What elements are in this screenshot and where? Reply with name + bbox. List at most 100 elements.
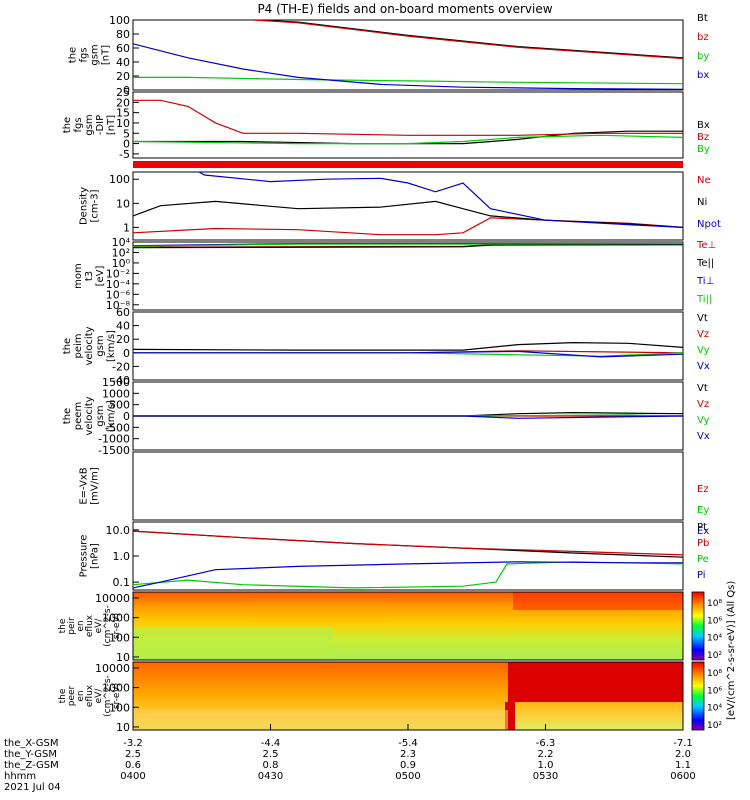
y-axis-label: E=-VxB bbox=[79, 467, 90, 504]
series-line-Pe bbox=[132, 561, 684, 589]
y-tick-label: -1000 bbox=[98, 433, 130, 446]
colorbar-tick-label: 10⁸ bbox=[707, 599, 722, 609]
y-axis-label: [cm-3] bbox=[90, 189, 101, 222]
y-axis-label: [nT] bbox=[101, 45, 112, 65]
x-axis-labels: the_X-GSM the_Y-GSM the_Z-GSM hhmm 2021 … bbox=[4, 724, 696, 793]
y-axis-label: eflux bbox=[85, 684, 95, 707]
panel-pressure: 10.0 1.0 0.1 Pressure [nPa] Pt Pb Pe Pi bbox=[79, 521, 709, 591]
y-tick-label: 60 bbox=[116, 42, 130, 55]
legend-Ti⊥: Ti⊥ bbox=[696, 276, 714, 287]
x-tick-label: 1.1 bbox=[675, 760, 691, 771]
legend-Pe: Pe bbox=[697, 554, 709, 565]
legend-Vz: Vz bbox=[697, 329, 709, 340]
colorbar-tick-label: 10⁴ bbox=[707, 634, 722, 644]
x-tick-label: 2.3 bbox=[400, 749, 416, 760]
legend-Bx: Bx bbox=[697, 120, 710, 131]
y-axis-label: the bbox=[58, 618, 68, 633]
y-tick-label: 1.0 bbox=[113, 550, 131, 563]
y-axis-label: the bbox=[62, 408, 73, 424]
x-tick-label: -4.4 bbox=[261, 738, 281, 749]
y-axis-label: eflux bbox=[85, 614, 95, 637]
y-axis-label: eV/ bbox=[94, 618, 104, 634]
y-tick-label: 10 bbox=[116, 721, 130, 734]
x-row-label: the_Z-GSM bbox=[4, 760, 59, 771]
y-axis-label: [nT] bbox=[106, 115, 117, 135]
panel-frame bbox=[132, 91, 684, 159]
y-tick-label: 1500 bbox=[102, 376, 130, 389]
y-axis-label: [mV/m] bbox=[90, 467, 101, 505]
panel-density: 100 10 1 Density [cm-3] Ne Ni Npot bbox=[79, 171, 721, 241]
panel-peir-en-eflux: 10⁸ 10⁶ 10⁴ 10² [eV/(cm^2-s-sr-eV)] (All Qs)… bbox=[58, 581, 737, 720]
y-tick-label: 20 bbox=[116, 96, 130, 109]
y-axis-label: peir bbox=[67, 617, 77, 635]
legend-Pt: Pt bbox=[697, 522, 707, 533]
y-tick-label: 5 bbox=[123, 127, 130, 140]
legend-Vt: Vt bbox=[697, 313, 708, 324]
y-tick-label: 0 bbox=[123, 347, 130, 360]
series-line-Vx bbox=[133, 415, 684, 419]
y-axis-label: the bbox=[58, 688, 68, 703]
y-axis-label: peim bbox=[73, 333, 84, 358]
legend-Ey: Ey bbox=[697, 505, 709, 516]
x-tick-label: 2.2 bbox=[538, 749, 554, 760]
x-tick-label: 1.0 bbox=[538, 760, 554, 771]
spectrogram-band bbox=[505, 702, 515, 730]
colorbar bbox=[691, 661, 705, 731]
series-line-Pt bbox=[132, 530, 684, 558]
y-axis-label: t3 bbox=[84, 271, 95, 281]
series-line-By bbox=[132, 134, 684, 145]
series-line-Ne bbox=[132, 217, 684, 236]
legend-By: By bbox=[697, 144, 710, 155]
series-line-Npot bbox=[198, 171, 684, 228]
y-axis-label: velocity bbox=[84, 396, 95, 435]
y-axis-label: eV/ bbox=[94, 688, 104, 704]
y-tick-label: 10⁴ bbox=[112, 236, 131, 249]
y-tick-label: 10000 bbox=[95, 662, 130, 675]
y-tick-label: 1000 bbox=[102, 682, 130, 695]
panel-frame bbox=[132, 171, 684, 241]
colorbar bbox=[691, 591, 705, 661]
y-axis-label: [eV] bbox=[95, 266, 106, 287]
y-axis-label: peer bbox=[67, 685, 77, 706]
y-tick-label: 1000 bbox=[102, 612, 130, 625]
y-tick-label: 40 bbox=[116, 320, 130, 333]
y-axis-label: [km/s] bbox=[106, 330, 117, 362]
y-tick-label: 20 bbox=[116, 70, 130, 83]
y-tick-label: 10 bbox=[116, 117, 130, 130]
x-tick-label: -6.3 bbox=[536, 738, 556, 749]
series-line-Pb bbox=[132, 530, 684, 556]
legend-Ez: Ez bbox=[697, 484, 709, 495]
y-tick-label: -1500 bbox=[98, 444, 130, 457]
y-tick-label: 100 bbox=[109, 701, 130, 714]
series-line-by bbox=[133, 76, 684, 85]
panel-peer-en-eflux: 10⁸ 10⁶ 10⁴ 10² 10000 1000 100 10 the peer en eflux… bbox=[58, 661, 722, 734]
panel-frame bbox=[132, 591, 684, 661]
y-axis-label: gsm bbox=[95, 405, 106, 426]
y-tick-label: 10⁻⁴ bbox=[106, 278, 131, 291]
x-row-label: the_Y-GSM bbox=[4, 749, 57, 760]
figure-title: P4 (TH-E) fields and on-board moments ov… bbox=[257, 2, 552, 16]
y-axis-label: the bbox=[62, 338, 73, 354]
colorbar-tick-label: 10² bbox=[707, 721, 722, 731]
y-axis-label: peem bbox=[73, 402, 84, 430]
y-tick-label: -20 bbox=[112, 360, 130, 373]
colorbar-tick-label: 10⁸ bbox=[707, 669, 722, 679]
y-axis-label: Pressure bbox=[79, 535, 90, 578]
series-line-Bx bbox=[133, 130, 683, 145]
date-label: 2021 Jul 04 bbox=[4, 782, 61, 793]
y-tick-label: 10⁻² bbox=[106, 267, 130, 280]
legend-Vy: Vy bbox=[697, 415, 710, 426]
series-line-Ti|| bbox=[132, 243, 684, 247]
panel-frame bbox=[132, 451, 684, 521]
y-tick-label: 100 bbox=[109, 14, 130, 27]
legend-Ex: Ex bbox=[697, 526, 709, 537]
y-axis-label: mom bbox=[73, 263, 84, 289]
legend-Vx: Vx bbox=[697, 431, 710, 442]
y-tick-label: 40 bbox=[116, 56, 130, 69]
spectrogram-band bbox=[513, 592, 683, 610]
y-tick-label: 500 bbox=[109, 399, 130, 412]
